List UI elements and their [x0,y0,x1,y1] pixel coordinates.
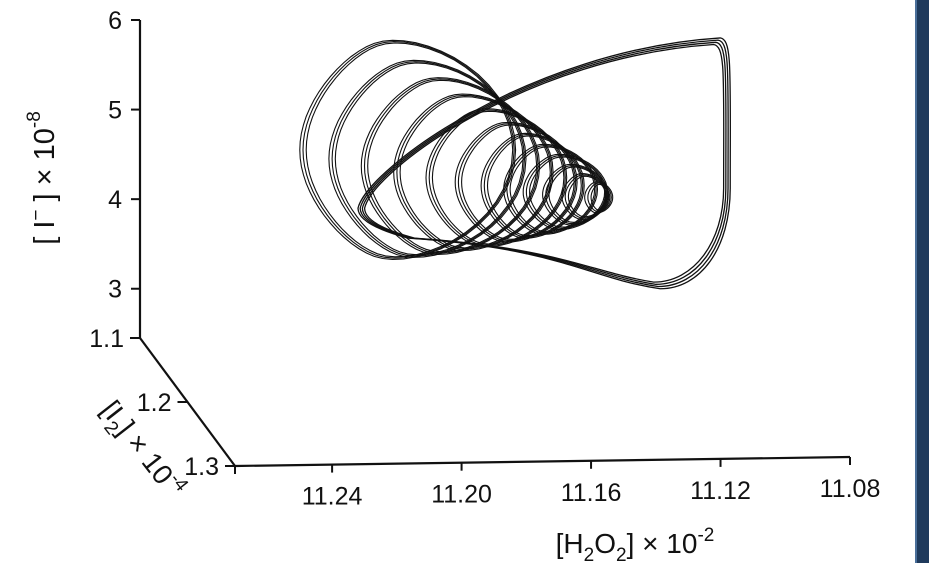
limit-cycle [363,43,725,283]
z-tick-label: 1.2 [137,389,172,417]
trajectory-loop [331,61,526,257]
trajectory-loop [334,62,524,256]
y-tick-label: 5 [108,97,122,125]
trajectory-loop [480,132,585,239]
trajectory-loop [299,39,517,260]
z-axis-ticks: 1.1 1.2 1.3 [89,325,235,481]
x-axis-line [234,455,851,468]
x-axis-label: [H2O2] × 10-2 [556,525,715,563]
trajectory-loop [454,121,578,243]
trajectory-series [299,37,732,290]
limit-cycle [359,39,729,288]
x-tick-label: 11.08 [820,475,881,503]
x-tick-label: 11.16 [561,479,622,507]
trajectory-loop [328,59,527,258]
trajectory-loop [399,96,551,249]
trajectory-loop [302,41,515,259]
x-tick-label: 11.20 [431,481,492,509]
y-tick-label: 4 [108,186,122,214]
z-tick-label: 1.3 [184,453,219,481]
y-axis-ticks: 3 4 5 6 [108,7,140,304]
window-edge-border [915,0,929,563]
trajectory-loop [483,134,584,238]
x-axis-ticks: 11.24 11.20 11.16 11.12 11.08 [234,457,881,511]
trajectory-loop [567,175,607,218]
y-tick-label: 3 [108,276,122,304]
x-tick-label: 11.24 [302,483,363,511]
trajectory-loop [360,77,541,255]
trajectory-loop [305,42,514,258]
trajectory-loop [457,123,577,242]
trajectory-loop [367,79,538,253]
limit-cycle [357,37,732,290]
y-tick-label: 6 [108,7,122,35]
z-tick-label: 1.1 [89,325,124,353]
trajectory-loop [363,78,539,254]
y-axis-label: [ I− ] × 10-8 [24,111,61,245]
x-tick-label: 11.12 [690,477,751,505]
